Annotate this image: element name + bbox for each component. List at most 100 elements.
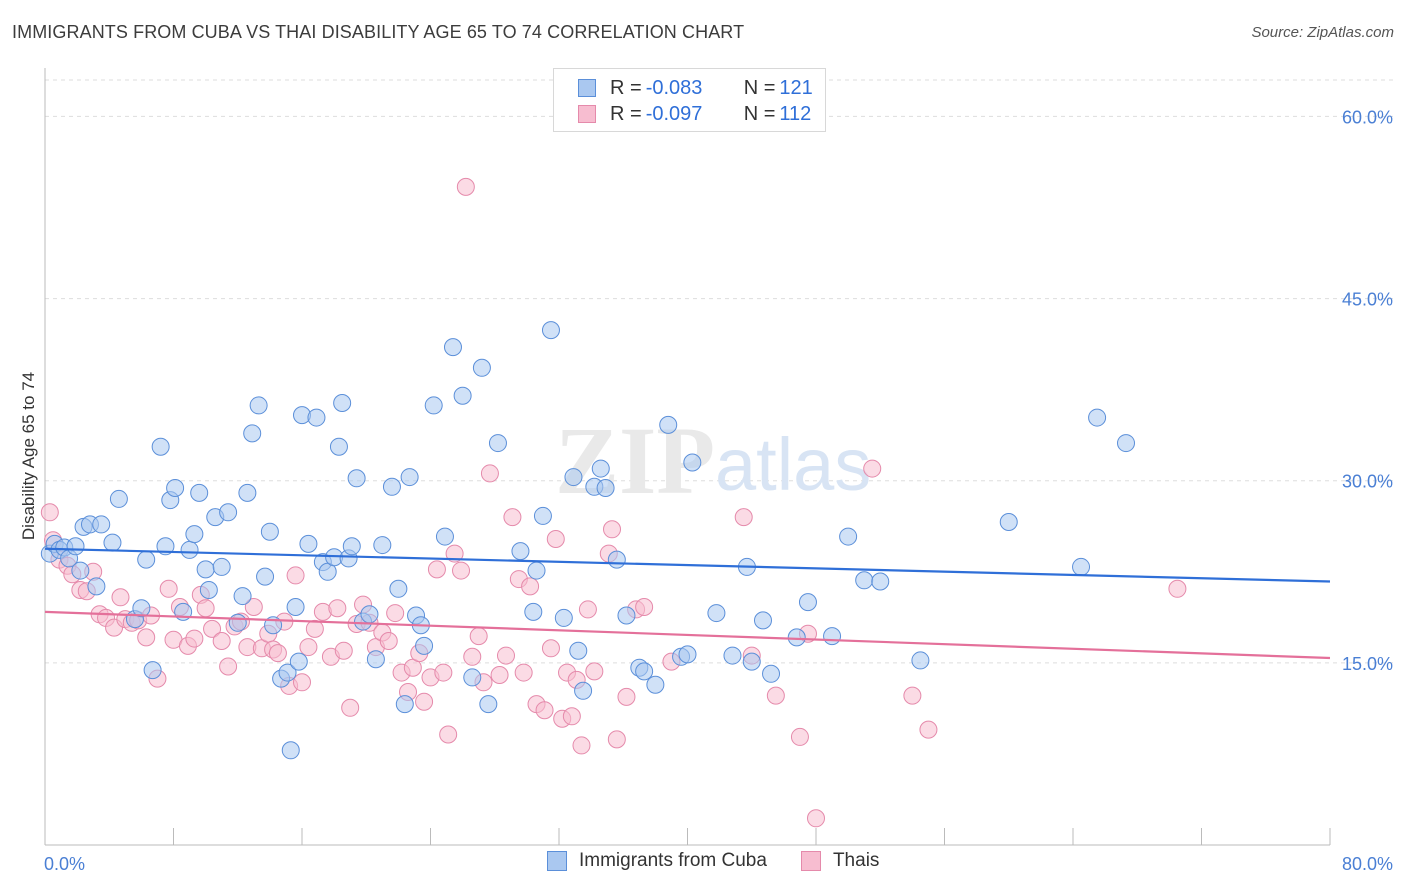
cuba-point [289,652,308,671]
thai-point [514,663,533,682]
cuba-point [395,695,414,714]
cuba-point [143,661,162,680]
cuba-point [233,587,252,606]
source-label: Source: ZipAtlas.com [1251,24,1394,41]
trend-lines [44,547,1331,660]
x-tick-label: 80.0% [1342,854,1393,874]
cuba-point [527,561,546,580]
cuba-point [871,572,890,591]
cuba-point [591,459,610,478]
cuba-point [366,650,385,669]
cuba-point [256,567,275,586]
cuba-point [753,611,772,630]
thai-point [734,508,753,527]
thai-trend-line [44,610,1331,660]
legend-item-cuba: Immigrants from Cuba [547,850,767,872]
thai-point [490,666,509,684]
cuba-point [723,646,742,665]
legend-r-value: -0.083 [645,76,703,99]
legend-n-label: N = [743,102,776,125]
watermark-atlas: atlas [715,423,871,506]
x-tick-label: 0.0% [44,854,85,874]
thai-point [439,725,458,744]
thai-point [503,508,522,527]
thai-point [546,530,565,548]
cuba-point [415,636,434,655]
cuba-points [40,321,1136,760]
cuba-point [798,593,817,612]
cuba-point [249,396,268,415]
cuba-point [137,550,156,569]
cuba-point [360,605,379,624]
thai-point [434,663,453,682]
cuba-point [646,675,665,694]
cuba-point [71,561,90,580]
cuba-point [564,468,583,487]
thai-point [766,686,785,705]
thai-point [903,686,922,705]
cuba-point [382,477,401,496]
cuba-point [453,386,472,405]
cuba-point [92,515,111,534]
cuba-point [87,577,106,596]
cuba-point [541,321,560,340]
cuba-swatch-icon [578,79,596,97]
cuba-point [839,527,858,546]
cuba-point [533,506,552,525]
legend-row-cuba: R = -0.083 N = 121 [578,75,813,101]
cuba-point [238,483,257,502]
thai-point [445,544,464,563]
cuba-point [243,424,262,443]
thai-point [427,560,446,579]
cuba-point [479,695,498,714]
thai-point [463,647,482,666]
y-tick-label: 15.0% [1342,654,1393,674]
thai-point [415,692,434,711]
cuba-point [574,681,593,700]
legend-n-value: 112 [779,102,812,125]
cuba-point [228,613,247,632]
legend-n-label: N = [743,76,776,99]
cuba-point [659,415,678,434]
tick-labels: 15.0% 30.0% 45.0% 60.0% 0.0% 80.0% [44,107,1393,874]
legend-r-value: -0.097 [645,102,703,125]
cuba-point [286,598,305,616]
legend-n-value: 121 [779,76,813,99]
thai-point [328,599,347,618]
cuba-point [199,581,218,599]
legend-item-label: Immigrants from Cuba [579,850,767,871]
thai-point [617,687,636,706]
thai-point [607,730,626,749]
cuba-legend-swatch-icon [547,851,567,871]
cuba-point [389,579,408,598]
cuba-point [488,434,507,453]
cuba-point [596,479,615,497]
thai-point [203,619,222,638]
thai-swatch-icon [578,105,596,123]
cuba-point [132,599,151,618]
thai-legend-swatch-icon [800,851,821,871]
thai-point [212,632,231,650]
cuba-point [109,489,128,508]
cuba-point [472,358,491,377]
thai-point [635,598,654,616]
y-tick-label: 45.0% [1342,290,1393,310]
legend-r-label: R = [610,76,642,99]
axes [44,68,1331,846]
thai-point [807,809,825,828]
thai-point [305,619,324,638]
thai-point [863,459,882,478]
thai-point [268,644,287,663]
thai-point [496,646,515,665]
thai-point [541,639,560,658]
thai-point [196,599,215,618]
cuba-point [333,394,352,412]
cuba-point [347,469,366,488]
thai-point [480,464,499,483]
thai-point [185,629,204,648]
cuba-point [185,525,204,544]
thai-point [244,598,263,616]
thai-point [456,177,475,196]
cuba-point [1088,408,1107,427]
thai-point [341,698,360,717]
